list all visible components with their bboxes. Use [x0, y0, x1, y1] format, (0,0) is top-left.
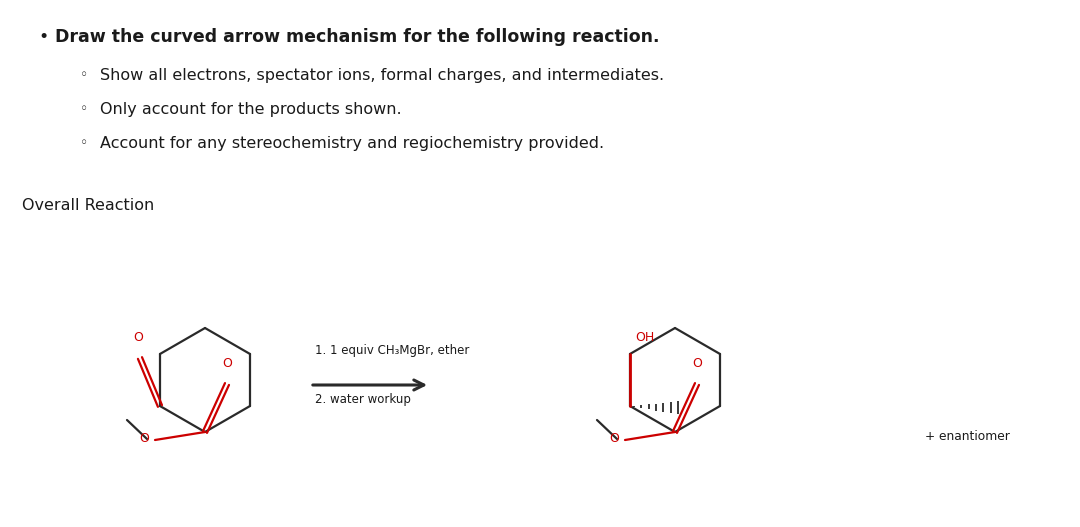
Text: Show all electrons, spectator ions, formal charges, and intermediates.: Show all electrons, spectator ions, form…: [100, 68, 664, 83]
Text: O: O: [222, 357, 232, 370]
Text: •: •: [38, 28, 49, 46]
Text: ◦: ◦: [80, 68, 89, 82]
Text: ◦: ◦: [80, 102, 89, 116]
Text: ◦: ◦: [80, 136, 89, 150]
Text: Draw the curved arrow mechanism for the following reaction.: Draw the curved arrow mechanism for the …: [55, 28, 660, 46]
Text: Account for any stereochemistry and regiochemistry provided.: Account for any stereochemistry and regi…: [100, 136, 604, 151]
Text: O: O: [692, 357, 702, 370]
Text: Only account for the products shown.: Only account for the products shown.: [100, 102, 402, 117]
Text: O: O: [133, 331, 143, 344]
Text: Overall Reaction: Overall Reaction: [22, 198, 154, 213]
Text: 2. water workup: 2. water workup: [315, 393, 410, 406]
Text: + enantiomer: + enantiomer: [926, 430, 1010, 443]
Text: OH: OH: [635, 331, 654, 344]
Text: O: O: [139, 432, 149, 444]
Text: O: O: [609, 432, 619, 444]
Text: 1. 1 equiv CH₃MgBr, ether: 1. 1 equiv CH₃MgBr, ether: [315, 344, 470, 357]
